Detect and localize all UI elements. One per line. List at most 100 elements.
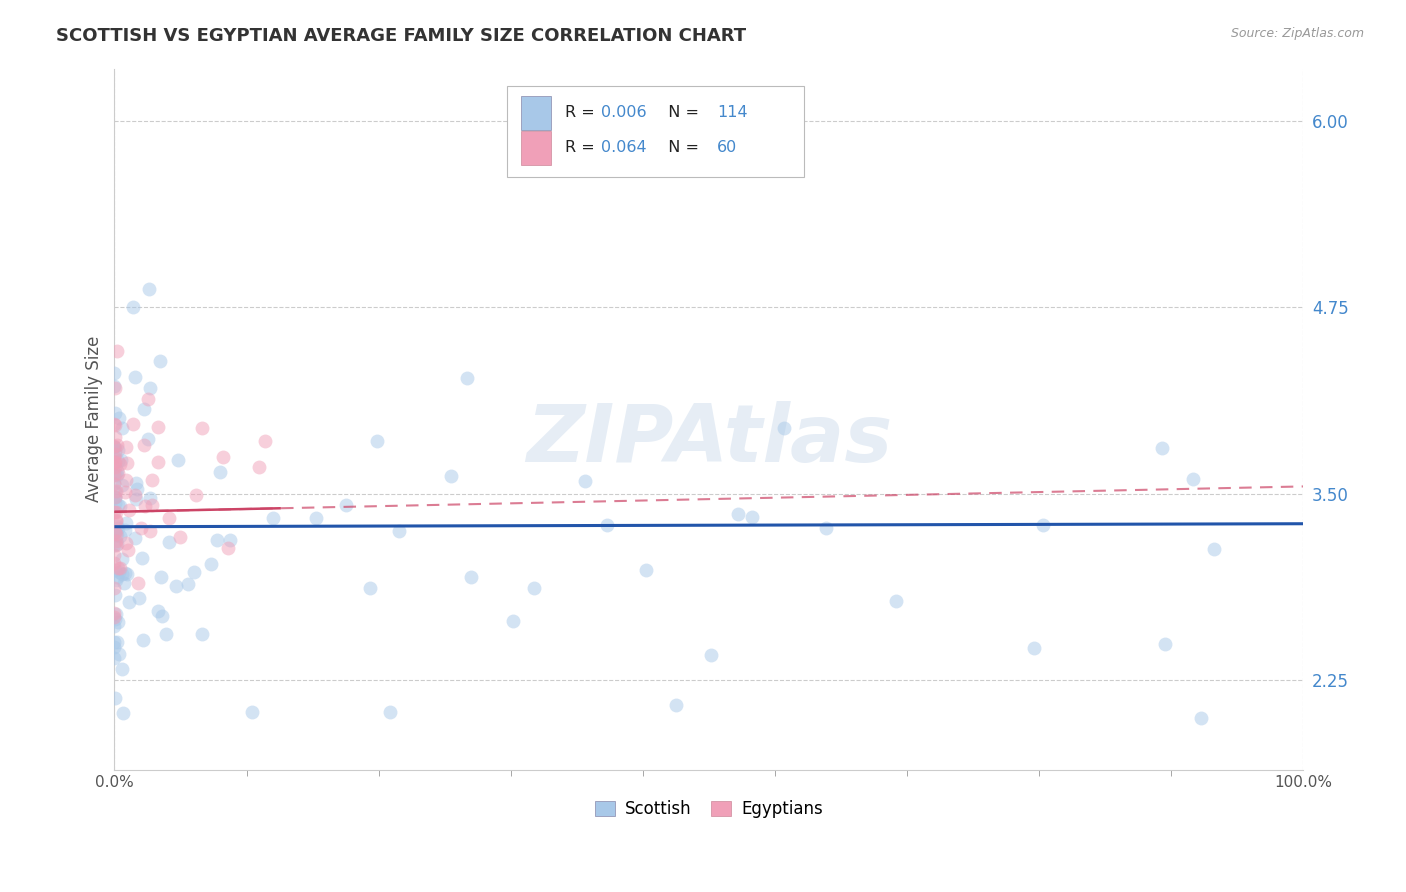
Point: [105, 344, 128, 359]
Point: [103, 440, 125, 454]
Point: [104, 563, 127, 577]
Point: [108, 529, 131, 543]
Point: [387, 524, 409, 538]
Point: [155, 627, 177, 641]
Point: [105, 573, 128, 587]
Point: [103, 548, 125, 562]
Point: [157, 511, 180, 525]
Point: [104, 455, 127, 469]
Point: [107, 561, 129, 575]
Point: [139, 380, 162, 394]
Point: [1181, 472, 1204, 486]
Point: [139, 524, 162, 538]
Point: [574, 474, 596, 488]
Point: [211, 450, 233, 464]
Point: [636, 563, 658, 577]
Point: [107, 565, 129, 579]
Point: [115, 535, 138, 549]
Point: [132, 402, 155, 417]
Text: Source: ZipAtlas.com: Source: ZipAtlas.com: [1230, 27, 1364, 40]
Point: [103, 417, 125, 431]
Point: [107, 521, 129, 535]
Point: [125, 482, 148, 496]
Point: [122, 417, 145, 431]
Point: [104, 490, 127, 504]
Point: [108, 499, 131, 513]
Point: [105, 467, 128, 482]
Point: [103, 606, 125, 620]
Point: [177, 577, 200, 591]
Point: [217, 541, 239, 555]
Point: [114, 473, 136, 487]
Point: [108, 561, 131, 575]
Point: [122, 300, 145, 314]
Point: [184, 488, 207, 502]
Point: [105, 538, 128, 552]
Point: [741, 510, 763, 524]
Point: [108, 411, 131, 425]
Point: [105, 437, 128, 451]
Point: [115, 456, 138, 470]
Text: 60: 60: [717, 140, 738, 155]
Point: [104, 417, 127, 432]
Point: [103, 505, 125, 519]
Point: [115, 516, 138, 530]
Point: [152, 609, 174, 624]
Point: [1204, 542, 1226, 557]
Point: [103, 455, 125, 469]
Point: [104, 524, 127, 539]
FancyBboxPatch shape: [506, 86, 804, 178]
Point: [114, 484, 136, 499]
Point: [247, 459, 270, 474]
Point: [136, 392, 159, 407]
Bar: [522, 95, 551, 129]
Point: [124, 488, 146, 502]
Point: [105, 513, 128, 527]
Text: N =: N =: [658, 105, 704, 120]
Point: [103, 538, 125, 552]
Point: [107, 442, 129, 457]
Point: [183, 565, 205, 579]
Point: [111, 662, 134, 676]
Point: [104, 526, 127, 541]
Bar: [522, 131, 551, 165]
Point: [157, 535, 180, 549]
Point: [103, 490, 125, 504]
Text: 0.006: 0.006: [600, 105, 647, 120]
Point: [146, 604, 169, 618]
Point: [128, 591, 150, 606]
Point: [110, 453, 132, 467]
Point: [104, 495, 127, 509]
Point: [136, 433, 159, 447]
Point: [105, 570, 128, 584]
Point: [103, 366, 125, 380]
Point: [148, 420, 170, 434]
Point: [118, 503, 141, 517]
Point: [107, 466, 129, 480]
Point: [112, 576, 135, 591]
Point: [207, 533, 229, 548]
Point: [103, 556, 125, 570]
Point: [103, 450, 125, 464]
Point: [104, 446, 127, 460]
Point: [304, 510, 326, 524]
Point: [104, 490, 127, 504]
Point: [134, 499, 156, 513]
Point: [124, 531, 146, 545]
Point: [105, 464, 128, 478]
Point: [118, 595, 141, 609]
Point: [700, 648, 723, 662]
Point: [105, 635, 128, 649]
Point: [103, 524, 125, 538]
Point: [884, 594, 907, 608]
Y-axis label: Average Family Size: Average Family Size: [86, 336, 103, 502]
Point: [125, 476, 148, 491]
Point: [366, 434, 388, 449]
Point: [103, 484, 125, 499]
Point: [103, 610, 125, 624]
Point: [104, 588, 127, 602]
Point: [595, 518, 617, 533]
Point: [124, 370, 146, 384]
Point: [103, 439, 125, 453]
Point: [105, 528, 128, 542]
